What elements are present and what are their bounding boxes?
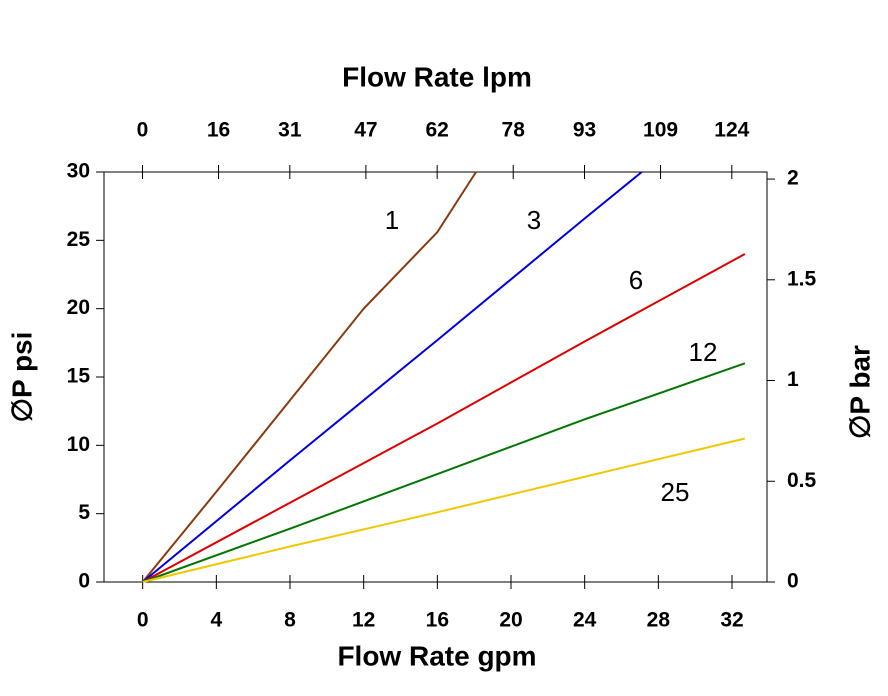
x2-tick-label: 109: [643, 119, 678, 142]
y2-axis-title: ∅P bar: [844, 345, 875, 439]
y2-tick-label: 1: [787, 368, 799, 391]
y-tick-label: 0: [78, 570, 90, 593]
x2-tick-label: 31: [278, 119, 302, 142]
series-label: 25: [661, 477, 690, 507]
y-tick-label: 10: [67, 433, 90, 456]
x-tick-label: 12: [352, 609, 375, 632]
x2-tick-label: 16: [207, 119, 230, 142]
x-tick-label: 28: [647, 609, 671, 632]
x-tick-label: 20: [499, 609, 522, 632]
x2-tick-label: 78: [502, 119, 526, 142]
y-axis-title: ∅P psi: [6, 332, 37, 423]
series-line: [142, 171, 643, 583]
y2-tick-label: 1.5: [787, 267, 817, 290]
y2-tick-label: 0.5: [787, 469, 817, 492]
x-tick-label: 8: [284, 609, 296, 632]
x-tick-label: 16: [426, 609, 449, 632]
x2-tick-label: 0: [137, 119, 149, 142]
x2-axis-title: Flow Rate lpm: [342, 61, 532, 92]
series-label: 6: [629, 265, 643, 295]
x2-tick-label: 62: [425, 119, 448, 142]
x-tick-label: 24: [573, 609, 597, 632]
y-tick-label: 5: [78, 501, 90, 524]
x-tick-label: 0: [137, 609, 149, 632]
series-line: [142, 253, 746, 583]
x-tick-label: 4: [210, 609, 222, 632]
x2-tick-label: 124: [714, 119, 749, 142]
series-line: [141, 171, 477, 583]
series-line: [142, 362, 746, 583]
x-tick-label: 32: [720, 609, 743, 632]
x2-tick-label: 93: [573, 119, 596, 142]
y-tick-label: 25: [67, 228, 91, 251]
x-axis-title: Flow Rate gpm: [337, 640, 536, 671]
series-label: 3: [527, 205, 541, 235]
y-tick-label: 15: [67, 365, 91, 388]
y2-tick-label: 0: [787, 570, 799, 593]
series-line: [142, 437, 746, 583]
y-tick-label: 20: [67, 296, 90, 319]
x2-tick-label: 47: [354, 119, 377, 142]
series-label: 12: [689, 337, 718, 367]
series-label: 1: [385, 205, 399, 235]
y2-tick-label: 2: [787, 167, 799, 190]
y-tick-label: 30: [67, 160, 90, 183]
